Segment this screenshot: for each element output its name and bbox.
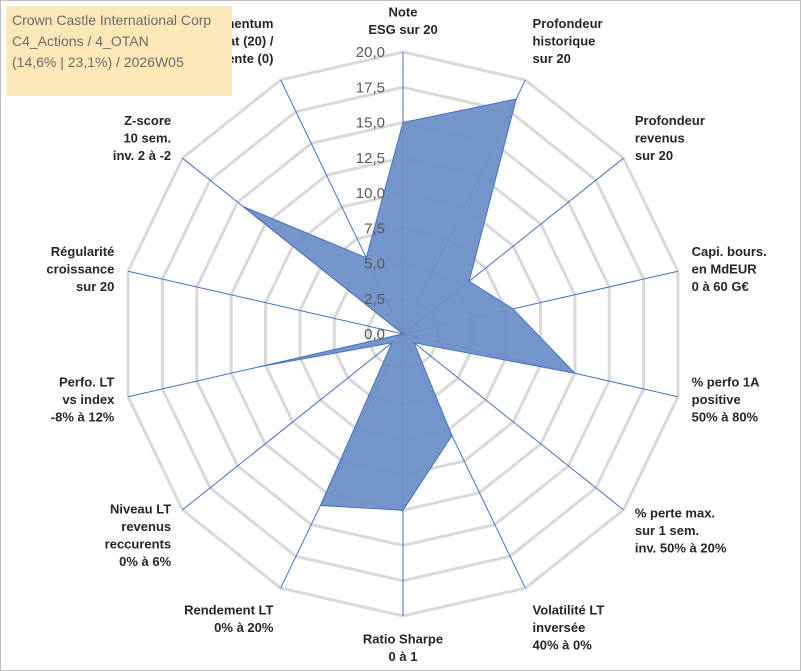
tick-label: 15,0 [356,115,385,132]
axis-label-line: % perte max. [635,506,715,521]
axis-label: Régularité croissance sur 20 [46,244,114,294]
axis-spoke [402,333,624,511]
tick-label: 2,5 [364,291,385,308]
axis-spoke [182,333,404,511]
axis-label-line: Perfo. LT [59,375,114,390]
axis-label-line: inv. 50% à 20% [635,541,727,556]
series-area [242,98,577,511]
tick-label: 7,5 [364,220,385,237]
tick-label: 17,5 [356,79,385,96]
axis-label-line: Vente (0) [219,51,273,66]
axis-label: % perfo 1A positive 50% à 80% [692,375,761,425]
tick-label: 5,0 [364,256,385,273]
axis-label-line: Z-score [124,113,171,128]
tick-label: 0,0 [364,326,385,343]
axis-label-line: 0% à 20% [214,620,274,635]
axis-label-line: revenus [635,130,685,145]
axis-label-line: inv. 2 à -2 [113,148,171,163]
axis-label: Profondeur historique sur 20 [533,16,603,66]
axis-label: Volatilité LT inversée 40% à 0% [533,602,605,652]
axis-label-line: 0 à 1 [389,649,418,664]
axis-label: % perte max. sur 1 sem. inv. 50% à 20% [635,506,727,556]
chart-title-box: Crown Castle International Corp C4_Actio… [6,6,232,96]
axis-label-line: Régularité [51,244,115,259]
title-line-category: C4_Actions / 4_OTAN [12,33,149,49]
axis-label-line: -8% à 12% [51,410,115,425]
tick-label: 10,0 [356,185,385,202]
axis-label-line: inversée [533,620,586,635]
axis-label-line: Ratio Sharpe [363,632,443,647]
axis-label-line: sur 1 sem. [635,523,699,538]
axis-label-line: Niveau LT [110,501,171,516]
axis-label: Niveau LT revenus reccurents 0% à 6% [105,501,172,569]
tick-label: 12,5 [356,150,385,167]
axis-label-line: 0% à 6% [119,554,171,569]
axis-label-line: 50% à 80% [692,410,759,425]
axis-label-line: croissance [46,261,114,276]
axis-label-line: Capi. bours. [692,244,767,259]
axis-label-line: Profondeur [533,16,603,31]
axis-label-line: Note [389,5,418,20]
axis-label-line: % perfo 1A [692,375,761,390]
axis-spoke [127,270,404,335]
axis-label: Perfo. LT vs index -8% à 12% [51,375,115,425]
axis-label-line: reccurents [105,536,171,551]
tick-label: 20,0 [356,44,385,61]
radar-tick-labels: 0,0 2,5 5,0 7,5 10,0 12,5 15,0 17,5 20,0 [356,44,385,343]
title-line-stats: (14,6% | 23,1%) / 2026W05 [12,54,184,70]
axis-label-line: 40% à 0% [533,637,593,652]
radar-series [242,98,577,511]
axis-label-line: 10 sem. [123,130,171,145]
axis-label: Z-score 10 sem. inv. 2 à -2 [113,113,171,163]
radar-axis-labels: Note ESG sur 20 Profondeur historique sur 20… [46,5,766,665]
axis-label-line: sur 20 [76,279,114,294]
axis-label-line: Volatilité LT [533,602,605,617]
axis-label: Profondeur revenus sur 20 [635,113,705,163]
axis-label-line: historique [533,34,596,49]
axis-label-line: vs index [62,392,115,407]
axis-label-line: 0 à 60 G€ [692,279,749,294]
axis-label-line: positive [692,392,741,407]
axis-label: Rendement LT 0% à 20% [184,602,274,635]
axis-label-line: ESG sur 20 [368,22,437,37]
axis-label: Capi. bours. en MdEUR 0 à 60 G€ [692,244,767,294]
axis-label-line: Rendement LT [184,602,273,617]
axis-label-line: Profondeur [635,113,705,128]
axis-label-line: sur 20 [533,51,571,66]
axis-label: Ratio Sharpe 0 à 1 [363,632,443,665]
axis-label-line: sur 20 [635,148,673,163]
axis-label: Note ESG sur 20 [368,5,437,38]
axis-label-line: en MdEUR [692,261,758,276]
title-line-company: Crown Castle International Corp [12,12,212,28]
axis-label-line: revenus [121,519,171,534]
